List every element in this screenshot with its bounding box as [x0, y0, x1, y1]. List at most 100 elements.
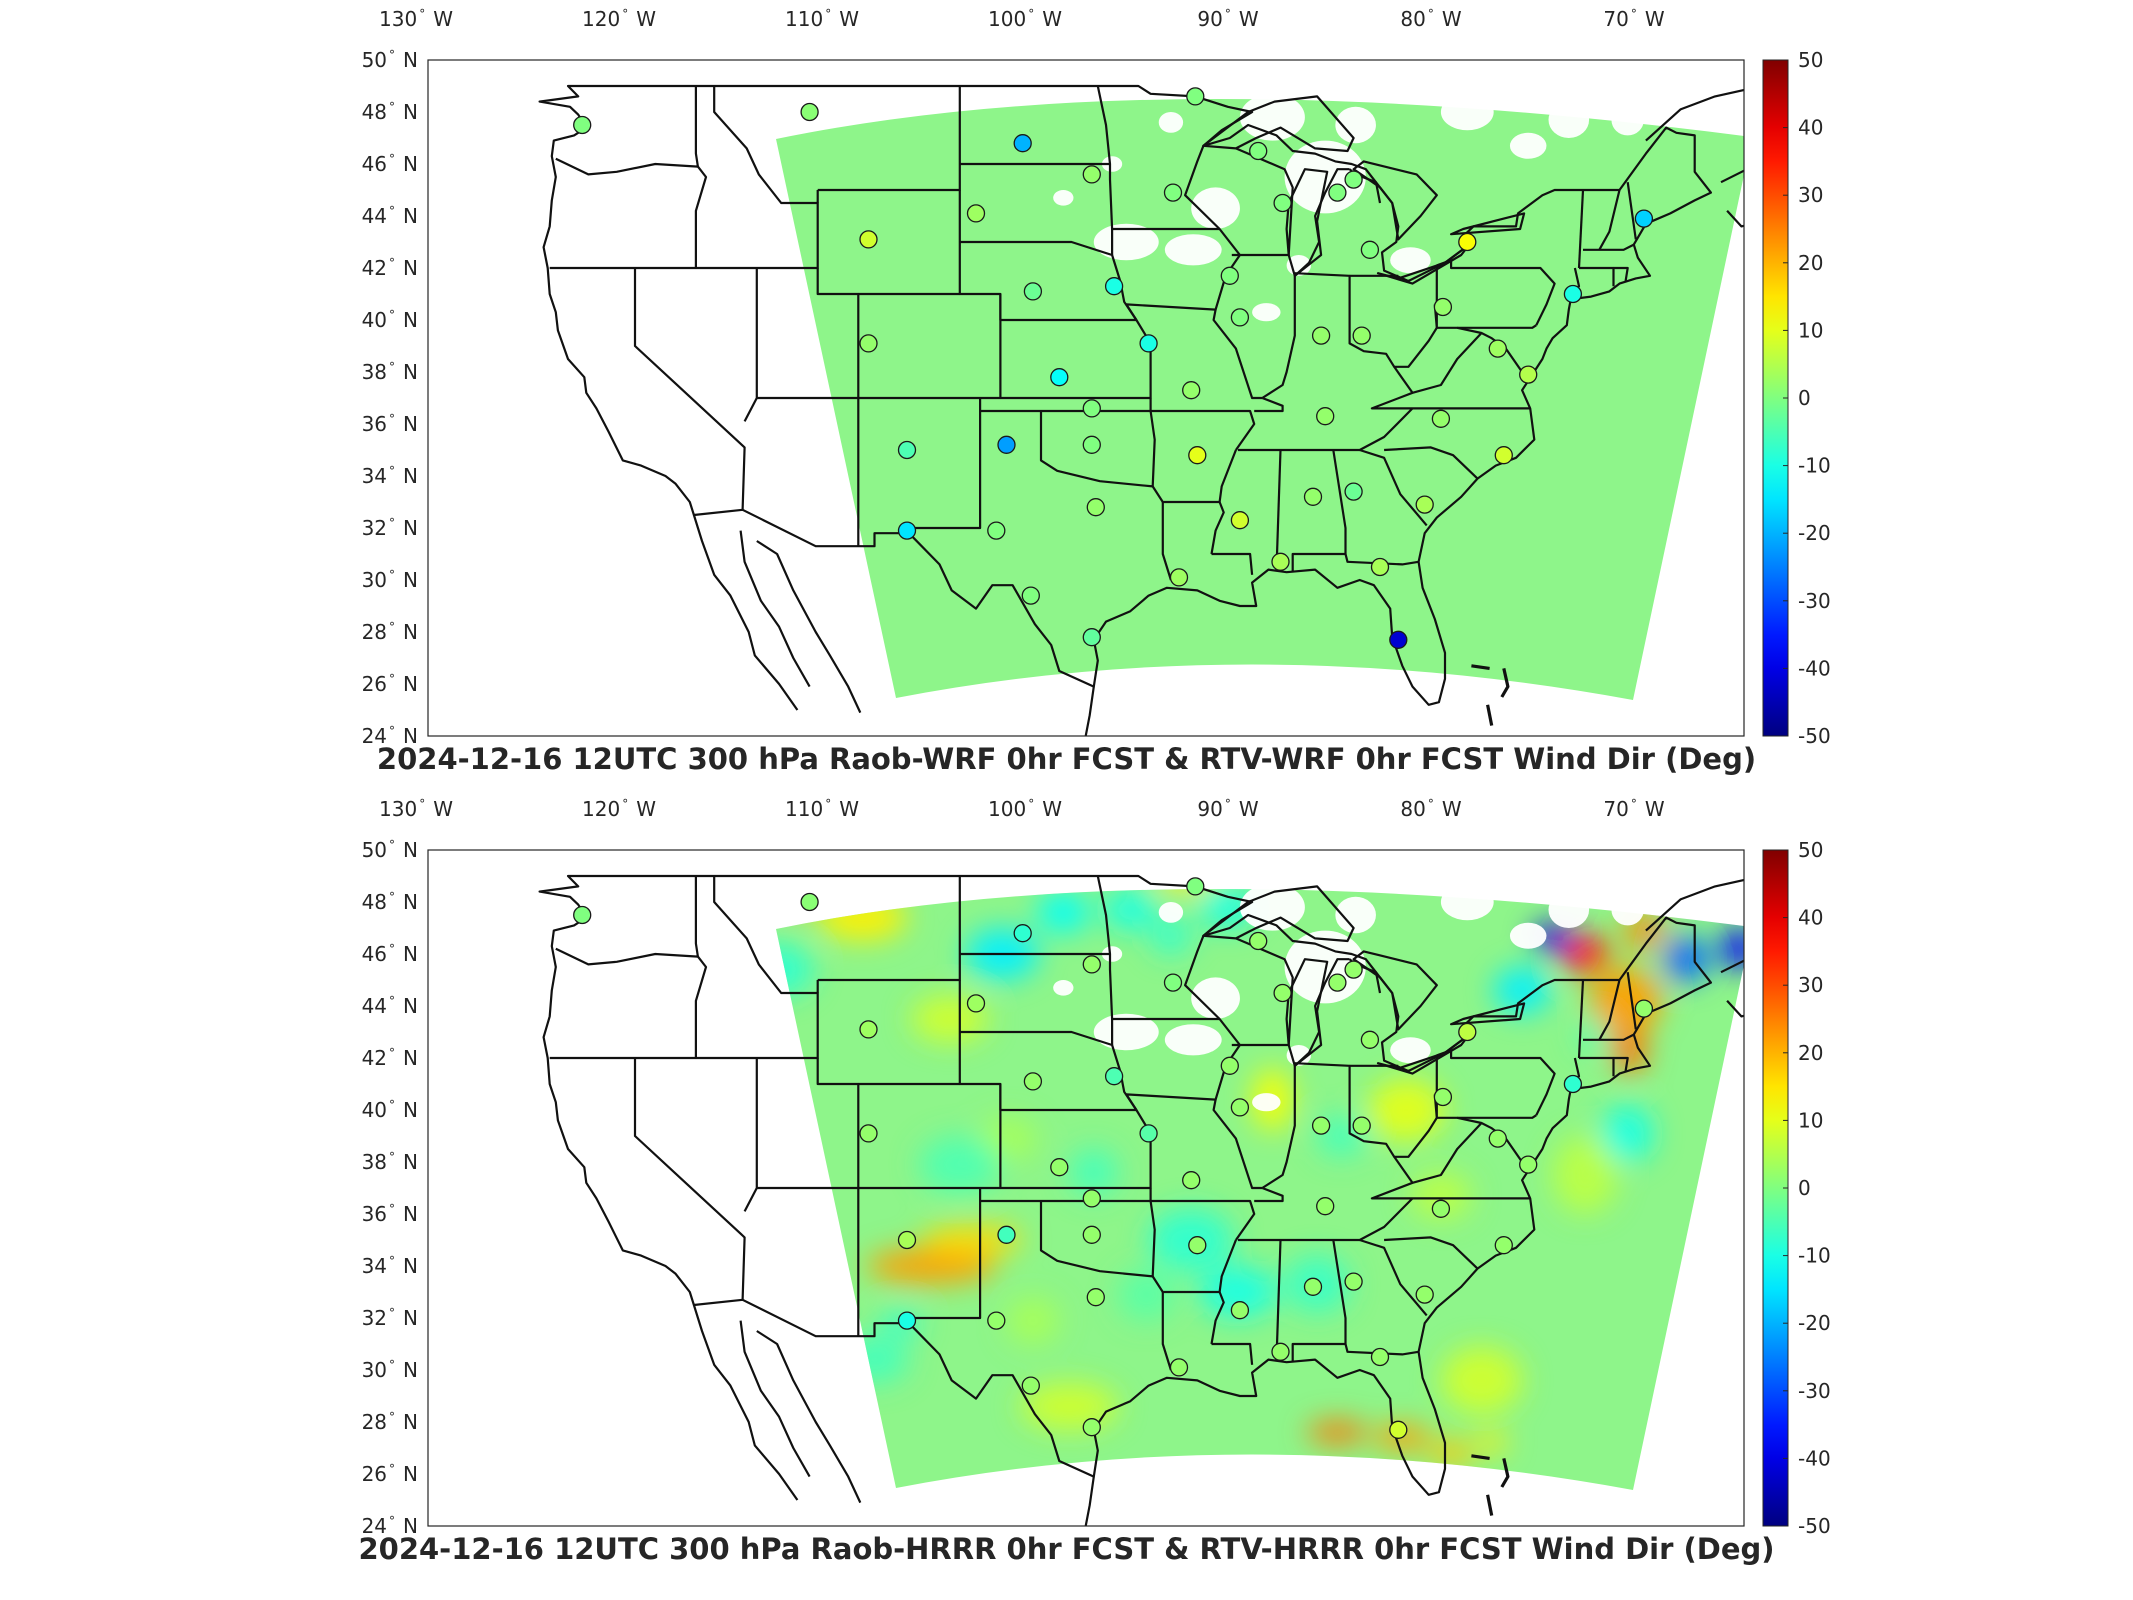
missing-data-gap: [1440, 883, 1494, 921]
missing-data-gap: [1611, 894, 1644, 926]
raob-station-marker: [1082, 1225, 1101, 1244]
raob-station-marker: [1082, 165, 1101, 184]
state-boundary: [1577, 189, 1585, 269]
state-boundary: [633, 1058, 746, 1300]
colorbar-tick-label: -50: [1798, 1514, 1831, 1538]
raob-station-marker: [897, 521, 917, 540]
anomaly-blob: [1578, 1019, 1608, 1051]
raob-station-marker: [1186, 87, 1205, 106]
raob-station-marker: [1360, 240, 1380, 259]
state-boundary: [633, 268, 746, 510]
state-boundary: [1211, 552, 1254, 575]
colorbar-tick-label: -30: [1798, 1379, 1831, 1403]
anomaly-blob: [1719, 928, 1744, 970]
raob-station-marker: [1303, 487, 1323, 506]
missing-data-gap: [1335, 896, 1376, 934]
raob-station-marker: [897, 1311, 917, 1330]
lat-tick-label: 36 ° N: [362, 412, 418, 436]
mexico-coast: [692, 1304, 799, 1501]
anomaly-blob: [1440, 1346, 1523, 1415]
state-boundary: [1598, 979, 1621, 1041]
mexico-coast: [739, 1320, 811, 1478]
great-lake: [1450, 212, 1526, 236]
raob-station-marker: [1519, 365, 1538, 384]
forecast-field-wrf: [776, 93, 1744, 700]
lat-tick-label: 46 ° N: [362, 942, 418, 966]
state-boundary: [695, 876, 819, 1060]
mexico-coast: [692, 514, 799, 711]
raob-station-marker: [1494, 1236, 1513, 1255]
lat-tick-label: 30 ° N: [362, 568, 418, 592]
raob-station-marker: [859, 1020, 878, 1039]
anomaly-blob: [1664, 935, 1709, 983]
colorbar-tick-label: -10: [1798, 454, 1831, 478]
lat-tick-label: 42 ° N: [362, 1046, 418, 1070]
raob-station-marker: [1370, 1347, 1390, 1367]
raob-station-marker: [1086, 1288, 1105, 1307]
raob-station-marker: [1082, 955, 1101, 974]
lat-tick-label: 26 ° N: [362, 1462, 418, 1486]
raob-station-marker: [1139, 334, 1158, 353]
state-boundary: [555, 876, 699, 966]
missing-data-gap: [1158, 112, 1184, 133]
canada-coast: [1726, 1000, 1744, 1018]
lat-tick-label: 34 ° N: [362, 1254, 418, 1278]
panel-title-wrf: 2024-12-16 12UTC 300 hPa Raob-WRF 0hr FC…: [376, 742, 1757, 776]
anomaly-blob: [1006, 1297, 1060, 1344]
anomaly-blob: [1428, 1440, 1474, 1467]
raob-station-marker: [1494, 446, 1513, 465]
lat-tick-label: 48 ° N: [362, 890, 418, 914]
great-lake: [1352, 160, 1438, 241]
lat-tick-label: 46 ° N: [362, 152, 418, 176]
lat-tick-label: 32 ° N: [362, 1306, 418, 1330]
raob-station-marker: [1344, 170, 1363, 189]
raob-station-marker: [573, 115, 592, 135]
raob-station-marker: [1344, 482, 1363, 501]
missing-data-gap: [1164, 234, 1222, 266]
great-lake: [1285, 168, 1329, 277]
lat-tick-label: 32 ° N: [362, 516, 418, 540]
state-boundary: [1000, 1109, 1152, 1190]
lon-tick-label: 80 ° W: [1400, 7, 1461, 31]
lat-tick-label: 28 ° N: [362, 1410, 418, 1434]
raob-station-marker: [1316, 1197, 1335, 1216]
state-boundary: [1613, 266, 1629, 282]
colorbar-tick-label: 30: [1798, 973, 1823, 997]
lat-tick-label: 26 ° N: [362, 672, 418, 696]
anomaly-blob: [1199, 888, 1257, 928]
raob-station-marker: [1488, 1129, 1507, 1148]
colorbar-tick-label: -20: [1798, 521, 1831, 545]
state-boundary: [1237, 1197, 1414, 1242]
lat-tick-label: 28 ° N: [362, 620, 418, 644]
raob-station-marker: [1311, 326, 1331, 345]
mexico-coast: [756, 540, 862, 714]
state-boundary: [1275, 1239, 1282, 1360]
anomaly-blob: [1560, 933, 1610, 975]
anomaly-blob: [1475, 1432, 1508, 1454]
island-coast: [1486, 1494, 1494, 1516]
raob-station-marker: [859, 1124, 878, 1143]
raob-station-marker: [1273, 193, 1292, 213]
raob-station-marker: [1082, 628, 1101, 647]
raob-station-marker: [1433, 1087, 1453, 1107]
lat-tick-label: 50 ° N: [362, 48, 418, 72]
lon-tick-label: 120 ° W: [582, 797, 656, 821]
panel-wrf: 130 ° W 120 ° W 110 ° W 100 ° W 90 ° W 80 ° W 70 ° W 50 ° N 48 ° N…: [0, 0, 2133, 790]
state-boundary: [1294, 272, 1396, 368]
lat-tick-label: 50 ° N: [362, 838, 418, 862]
missing-data-gap: [1440, 93, 1494, 131]
state-boundary: [555, 86, 699, 176]
raob-station-marker: [1082, 435, 1101, 454]
colorbar-tick-label: 20: [1798, 251, 1823, 275]
colorbar-tick-label: 50: [1798, 48, 1823, 72]
state-boundary: [1161, 1292, 1172, 1371]
raob-station-marker: [1370, 557, 1390, 577]
raob-station-marker: [1021, 586, 1040, 605]
state-boundary: [1231, 147, 1294, 257]
raob-station-marker: [859, 334, 878, 353]
raob-station-marker: [1316, 407, 1335, 426]
missing-data-gap: [1053, 190, 1074, 206]
state-boundary: [1211, 1342, 1254, 1365]
raob-station-marker: [1220, 266, 1239, 285]
raob-station-marker: [1563, 284, 1583, 304]
